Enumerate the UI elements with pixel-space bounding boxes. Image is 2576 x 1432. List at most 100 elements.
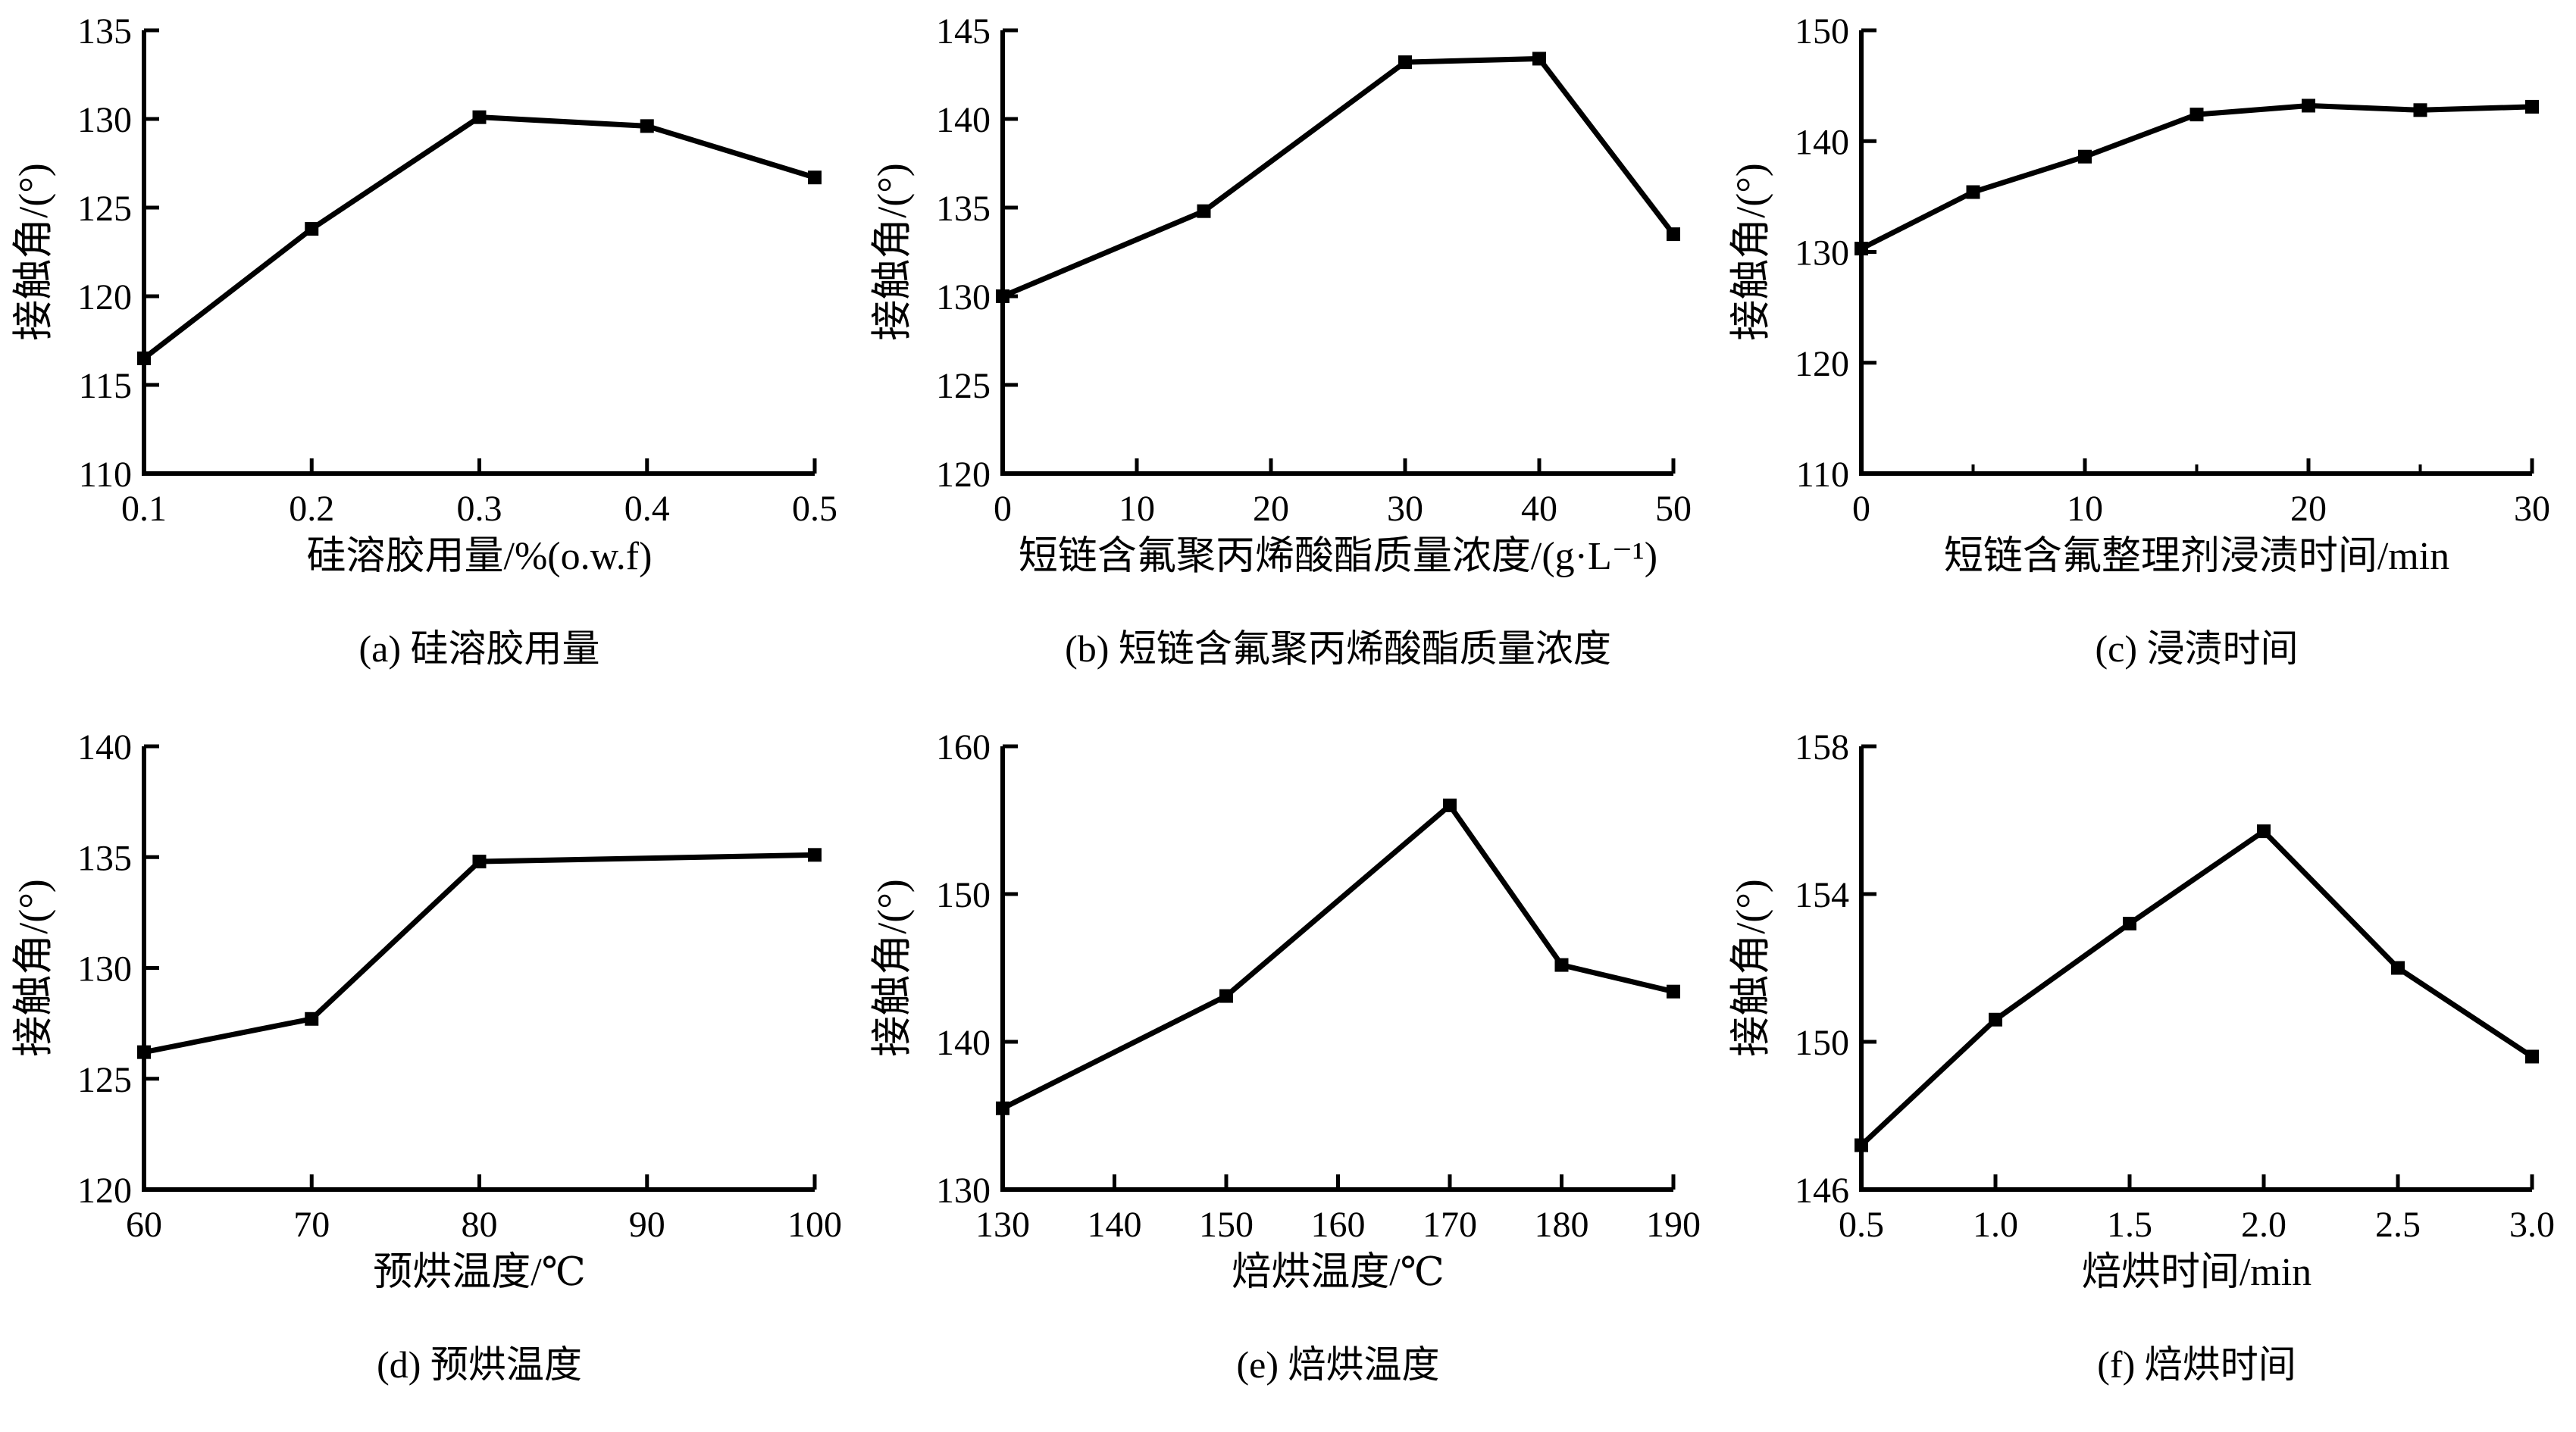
chart-f-svg: 146 150 154 158 0.5 1.0 1.5 2.0 2.5 3.0 接触角/(°) [1728, 727, 2555, 1245]
x-tick-label: 0.5 [1839, 1205, 1884, 1245]
y-tick-label: 130 [1795, 233, 1849, 274]
data-point-marker [2525, 99, 2539, 114]
data-point-marker [996, 1101, 1009, 1115]
x-tick-label: 20 [2290, 489, 2327, 529]
y-tick-label: 140 [936, 100, 991, 140]
chart-e-svg: 130 140 150 160 130 140 150 160 170 180 190 接触角/(°) [869, 727, 1701, 1245]
data-point-marker [1667, 984, 1680, 999]
chart-c-plot: 110 120 130 140 150 0 10 20 30 接触角/(°) [1717, 0, 2576, 530]
axes [142, 30, 815, 476]
chart-e-plot: 130 140 150 160 130 140 150 160 170 180 190 接触角/(°) [859, 716, 1717, 1246]
y-tick-label: 150 [936, 875, 991, 915]
data-point-marker [2123, 917, 2136, 930]
chart-a-xaxis-title: 硅溶胶用量/%(o.w.f) [306, 535, 653, 578]
data-point-marker [305, 222, 319, 236]
y-tick-label: 150 [1795, 1023, 1849, 1063]
data-point-marker [2391, 961, 2405, 975]
x-tick-label: 180 [1535, 1205, 1589, 1245]
y-tick-label: 130 [936, 1171, 991, 1211]
data-point-marker [1554, 958, 1569, 972]
chart-a-plot: 110 115 120 125 130 135 0.1 0.2 0.3 0.4 0.5 接触角/(°) [0, 0, 859, 530]
x-tick-label: 1.0 [1973, 1205, 2018, 1245]
chart-c-svg: 110 120 130 140 150 0 10 20 30 接触角/(°) [1728, 11, 2550, 529]
chart-d-caption: (d) 预烘温度 [377, 1343, 582, 1386]
chart-panel-e: 130 140 150 160 130 140 150 160 170 180 190 接触角/(°)… [859, 716, 1717, 1432]
y-tick-label: 135 [77, 11, 132, 52]
x-tick-label: 2.5 [2375, 1205, 2421, 1245]
chart-d-yaxis-title: 接触角/(°) [11, 879, 56, 1057]
data-line [142, 114, 816, 361]
chart-b-svg: 120 125 130 135 140 145 0 10 20 30 40 50 接触角/(°) [869, 11, 1692, 529]
data-point-marker [2302, 98, 2315, 113]
x-tick-label: 70 [293, 1205, 330, 1245]
data-point-marker [2189, 108, 2204, 122]
x-tick-label: 30 [2514, 489, 2550, 529]
y-tick-label: 125 [936, 366, 991, 406]
chart-e-yaxis-title: 接触角/(°) [869, 879, 915, 1057]
y-tick-label: 120 [1795, 344, 1849, 384]
x-tick-label: 10 [2067, 489, 2103, 529]
chart-d-plot: 120 125 130 135 140 60 70 80 90 100 接触角/(°) [0, 716, 859, 1246]
chart-f-caption: (f) 焙烘时间 [2097, 1343, 2296, 1386]
chart-c-caption: (c) 浸渍时间 [2095, 627, 2299, 670]
x-tick-label: 130 [975, 1205, 1030, 1245]
axes [1859, 30, 2532, 476]
x-tick-label: 20 [1253, 489, 1289, 529]
data-point-marker [2078, 149, 2092, 164]
y-tick-label: 140 [77, 727, 132, 768]
data-point-marker [2257, 824, 2271, 839]
data-point-marker [808, 170, 822, 185]
y-tick-label: 120 [77, 277, 132, 317]
y-tick-label: 120 [936, 455, 991, 495]
data-point-marker [1219, 989, 1233, 1003]
y-tick-label: 125 [77, 189, 132, 229]
x-tick-label: 40 [1521, 489, 1557, 529]
chart-f-yaxis-title: 接触角/(°) [1728, 879, 1773, 1057]
x-tick-label: 10 [1119, 489, 1155, 529]
y-tick-label: 158 [1795, 727, 1849, 768]
x-tick-label: 0.2 [289, 489, 334, 529]
data-line [1860, 102, 2533, 252]
x-tick-label: 80 [462, 1205, 498, 1245]
chart-e-xaxis-title: 焙烘温度/℃ [1232, 1251, 1445, 1294]
axes [1000, 30, 1673, 476]
y-tick-label: 140 [1795, 122, 1849, 162]
x-tick-label: 100 [787, 1205, 842, 1245]
data-line [143, 852, 815, 1055]
y-tick-label: 130 [77, 949, 132, 990]
x-tick-label: 160 [1311, 1205, 1366, 1245]
data-line [1001, 801, 1674, 1111]
data-line [1001, 55, 1676, 299]
chart-panel-a: 110 115 120 125 130 135 0.1 0.2 0.3 0.4 0.5 接触角/(°)… [0, 0, 859, 716]
x-tick-label: 90 [629, 1205, 665, 1245]
data-point-marker [1443, 799, 1457, 812]
y-tick-label: 135 [936, 189, 991, 229]
y-tick-label: 130 [77, 100, 132, 140]
x-tick-label: 140 [1088, 1205, 1142, 1245]
x-tick-label: 0 [994, 489, 1012, 529]
x-tick-label: 170 [1423, 1205, 1477, 1245]
x-tick-label: 30 [1387, 489, 1423, 529]
y-tick-label: 120 [77, 1171, 132, 1211]
chart-panel-f: 146 150 154 158 0.5 1.0 1.5 2.0 2.5 3.0 接触角/(°) 焙烘… [1717, 716, 2576, 1432]
chart-d-xaxis-title: 预烘温度/℃ [373, 1251, 586, 1294]
x-tick-label: 0.4 [624, 489, 670, 529]
data-point-marker [2413, 103, 2427, 117]
y-tick-label: 115 [79, 366, 132, 406]
data-line [1859, 827, 2534, 1148]
data-point-marker [472, 110, 487, 124]
chart-a-yaxis-title: 接触角/(°) [11, 163, 56, 341]
chart-b-caption: (b) 短链含氟聚丙烯酸酯质量浓度 [1065, 627, 1611, 670]
y-tick-label: 140 [936, 1023, 991, 1063]
chart-d-svg: 120 125 130 135 140 60 70 80 90 100 接触角/(°) [11, 727, 842, 1245]
x-tick-label: 190 [1646, 1205, 1701, 1245]
chart-panel-b: 120 125 130 135 140 145 0 10 20 30 40 50 接触角/(°) 短链含… [859, 0, 1717, 716]
data-point-marker [305, 1011, 319, 1026]
y-tick-label: 135 [77, 838, 132, 878]
data-point-marker [1398, 55, 1412, 70]
chart-e-caption: (e) 焙烘温度 [1236, 1343, 1440, 1386]
y-tick-label: 160 [936, 727, 991, 768]
data-point-marker [1989, 1012, 2002, 1027]
x-tick-label: 150 [1199, 1205, 1254, 1245]
